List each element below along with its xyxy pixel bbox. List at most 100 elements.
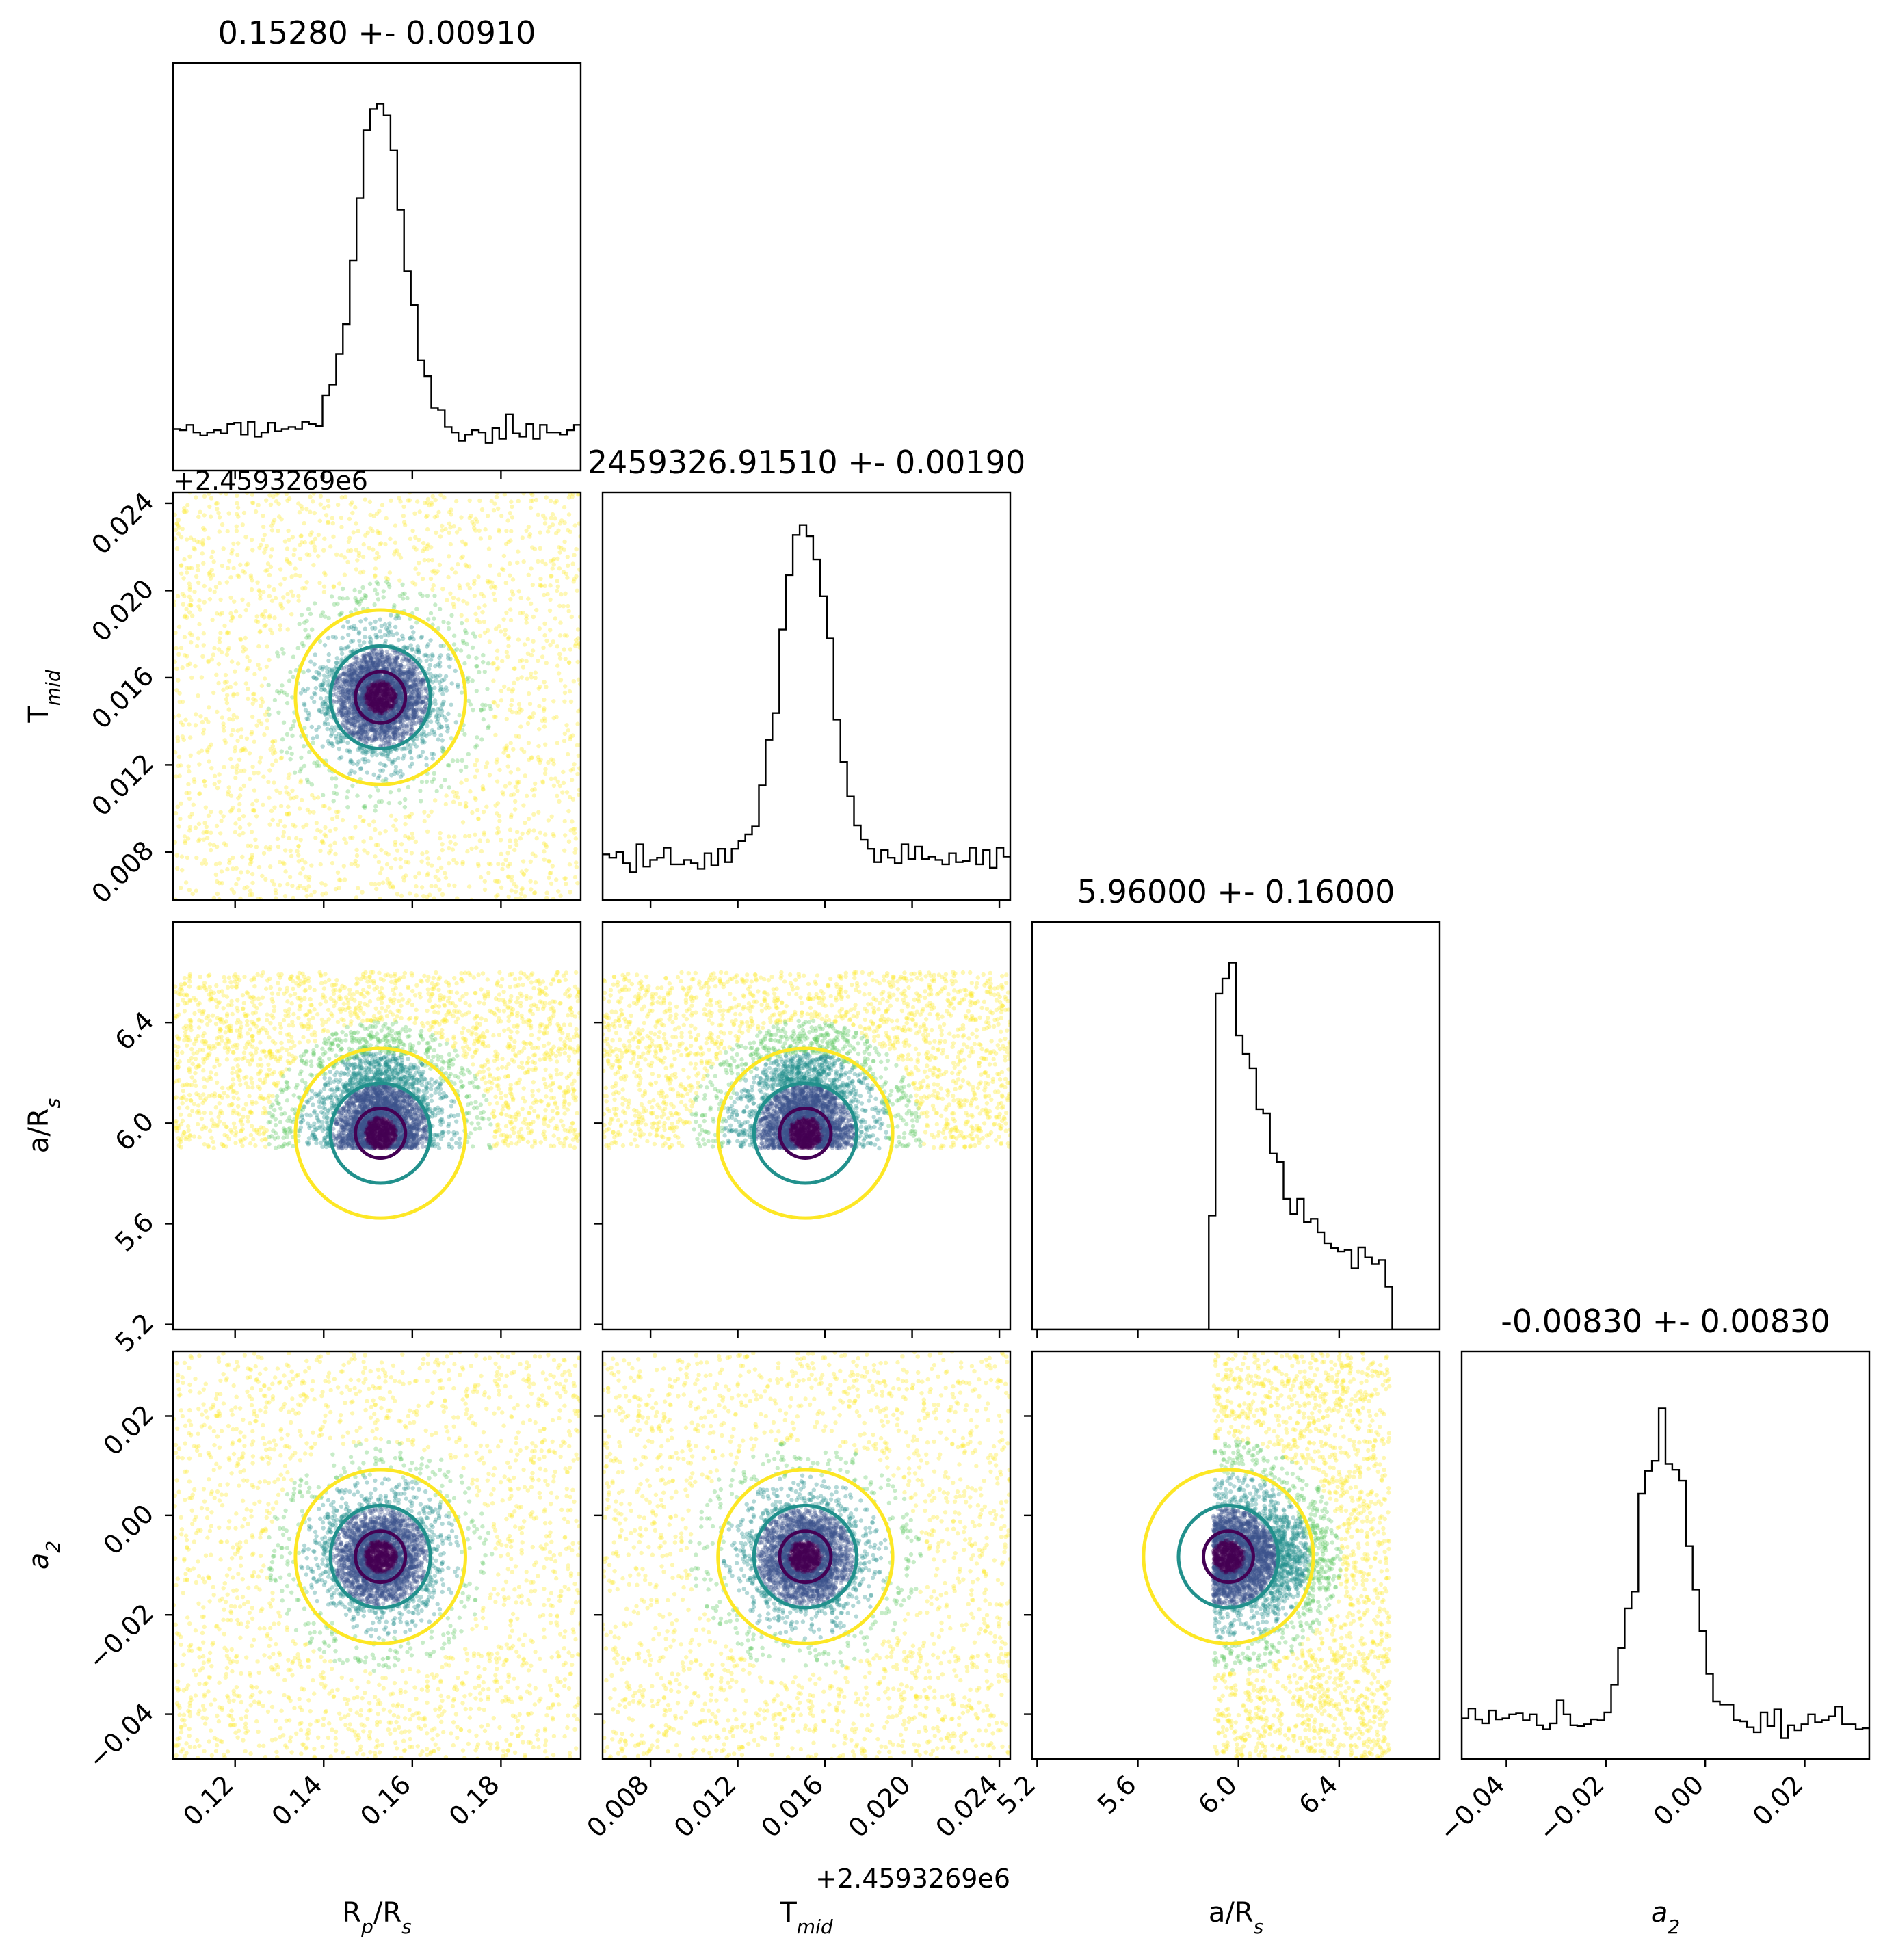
scatter-point (321, 840, 326, 845)
scatter-point (298, 838, 303, 843)
scatter-point (274, 758, 278, 763)
scatter-point (326, 721, 331, 727)
scatter-point (503, 858, 508, 862)
scatter-point (548, 628, 553, 633)
scatter-point (564, 633, 569, 638)
scatter-point (269, 528, 275, 533)
scatter-point (279, 755, 285, 760)
scatter-point (555, 779, 560, 784)
scatter-point (362, 736, 367, 741)
scatter-point (378, 712, 382, 717)
scatter-point (410, 580, 415, 585)
scatter-point (320, 744, 325, 749)
scatter-point (370, 704, 376, 708)
scatter-point (408, 743, 413, 748)
scatter-point (470, 678, 475, 683)
scatter-point (445, 763, 451, 768)
scatter-point (391, 706, 396, 711)
scatter-point (531, 812, 536, 817)
scatter-point (397, 694, 402, 699)
scatter-point (409, 812, 414, 817)
scatter-point (433, 702, 438, 706)
scatter-point (206, 535, 211, 541)
scatter-point (410, 672, 416, 678)
scatter-point (394, 702, 399, 706)
scatter-point (391, 698, 396, 703)
scatter-point (566, 527, 570, 533)
scatter-point (347, 728, 352, 732)
scatter-point (285, 750, 289, 755)
scatter-point (534, 607, 539, 613)
scatter-point (476, 574, 481, 579)
scatter-point (375, 702, 380, 707)
scatter-point (377, 698, 382, 703)
scatter-point (346, 625, 352, 631)
scatter-point (499, 689, 504, 693)
scatter-point (300, 866, 306, 871)
scatter-point (469, 846, 474, 851)
scatter-point (320, 610, 326, 615)
scatter-point (372, 704, 377, 710)
scatter-point (557, 521, 563, 526)
scatter-point (339, 755, 344, 760)
scatter-point (384, 649, 389, 654)
scatter-point (193, 723, 198, 728)
scatter-point (429, 500, 434, 505)
scatter-point (179, 563, 184, 568)
scatter-point (248, 776, 252, 782)
scatter-point (379, 726, 384, 731)
scatter-point (386, 800, 391, 806)
scatter-point (378, 648, 384, 652)
scatter-point (231, 728, 235, 732)
scatter-point (385, 723, 391, 728)
scatter-point (417, 509, 422, 514)
scatter-point (562, 505, 567, 510)
scatter-point (340, 706, 345, 711)
scatter-point (194, 888, 198, 893)
scatter-point (216, 661, 222, 667)
scatter-point (183, 613, 187, 618)
scatter-point (410, 718, 415, 724)
scatter-point (496, 830, 501, 834)
scatter-point (349, 862, 354, 867)
scatter-point (380, 697, 384, 702)
scatter-point (185, 537, 189, 542)
scatter-point (409, 635, 414, 639)
scatter-point (527, 828, 532, 833)
scatter-point (354, 895, 359, 900)
scatter-point (265, 561, 271, 566)
scatter-point (349, 672, 354, 677)
scatter-point (368, 694, 373, 699)
scatter-point (298, 691, 304, 696)
scatter-point (468, 702, 473, 707)
scatter-point (559, 518, 564, 523)
scatter-point (555, 584, 560, 589)
scatter-point (392, 700, 397, 706)
scatter-point (414, 744, 419, 749)
scatter-point (176, 678, 181, 683)
scatter-point (432, 594, 437, 598)
scatter-point (526, 525, 531, 529)
scatter-point (479, 708, 484, 713)
scatter-point (284, 812, 289, 817)
scatter-point (369, 657, 374, 662)
scatter-point (367, 736, 371, 741)
scatter-point (501, 750, 506, 755)
scatter-point (555, 556, 560, 561)
scatter-point (411, 637, 416, 642)
scatter-point (185, 503, 190, 507)
scatter-point (373, 737, 378, 742)
scatter-point (252, 672, 257, 676)
scatter-point (382, 681, 387, 686)
scatter-point (329, 594, 334, 599)
scatter-point (393, 616, 398, 621)
scatter-point (410, 672, 415, 676)
scatter-point (319, 683, 324, 687)
scatter-point (525, 637, 530, 642)
scatter-point (302, 689, 308, 693)
scatter-point (459, 780, 464, 785)
scatter-point (564, 790, 570, 795)
scatter-point (412, 715, 417, 720)
scatter-point (384, 716, 390, 721)
scatter-point (401, 645, 406, 650)
